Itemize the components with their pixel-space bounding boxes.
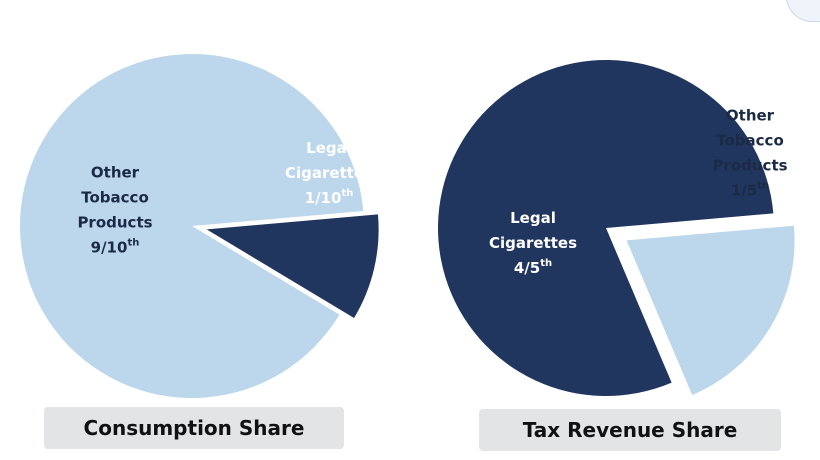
slice-label: Other Tobacco Products 9/10th — [77, 164, 152, 257]
slice-label: Legal Cigarettes 1/10th — [285, 139, 373, 207]
slice-label: Legal Cigarettes 4/5th — [489, 209, 577, 277]
slice-label: Other Tobacco Products 1/5th — [712, 107, 787, 200]
consumption-share-title: Consumption Share — [83, 416, 305, 440]
tax-revenue-share-pie: Legal Cigarettes 4/5th Other Tobacco Products… — [438, 60, 795, 397]
consumption-share-caption: Consumption Share — [44, 407, 344, 449]
pie-slice — [438, 60, 774, 397]
pie-slice — [206, 214, 379, 318]
pie-slice — [626, 225, 795, 396]
tax-revenue-share-caption: Tax Revenue Share — [479, 409, 781, 451]
pie-slice — [20, 54, 364, 399]
tax-revenue-share-title: Tax Revenue Share — [522, 418, 738, 442]
consumption-share-pie: Other Tobacco Products 9/10th Legal Cigarette… — [20, 54, 379, 399]
